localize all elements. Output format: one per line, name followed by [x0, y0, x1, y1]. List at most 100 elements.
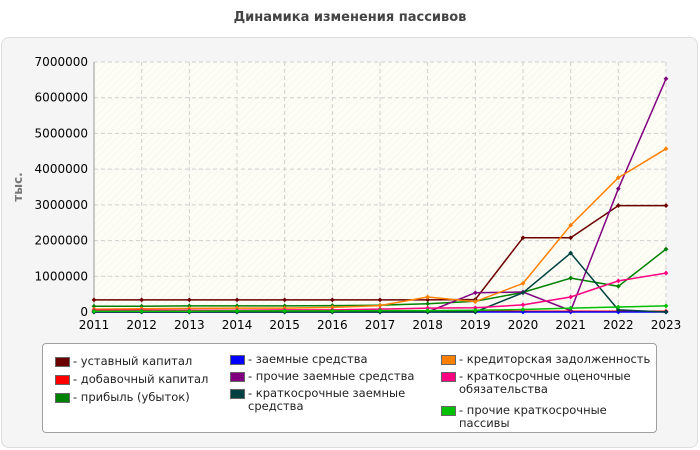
- y-tick-label: 1000000: [35, 269, 88, 283]
- data-point-8: [615, 304, 621, 310]
- data-point-2: [568, 275, 574, 281]
- legend-swatch: [230, 372, 245, 382]
- data-point-2: [186, 303, 192, 309]
- legend-label: - краткосрочные оценочные обязательства: [459, 369, 631, 396]
- chart-title: Динамика изменения пассивов: [233, 10, 467, 25]
- data-point-0: [329, 297, 335, 303]
- data-point-5: [615, 307, 621, 313]
- data-point-6: [520, 281, 526, 286]
- legend-swatch: [230, 355, 245, 365]
- x-tick-label: 2011: [79, 318, 110, 332]
- data-point-0: [520, 235, 526, 241]
- legend-item: - прибыль (убыток): [55, 391, 190, 404]
- data-point-7: [615, 278, 621, 284]
- data-point-4: [568, 308, 574, 313]
- data-point-4: [472, 290, 478, 296]
- data-point-7: [568, 294, 574, 300]
- legend-label: - прочие заемные средства: [248, 369, 415, 383]
- legend-swatch: [55, 393, 70, 403]
- x-tick-label: 2016: [317, 318, 348, 332]
- data-point-0: [234, 297, 240, 303]
- x-tick-label: 2021: [555, 318, 586, 332]
- data-point-5: [663, 309, 669, 315]
- legend-label: - прочие краткосрочные пассивы: [459, 403, 607, 430]
- legend-item: - уставный капитал: [55, 355, 192, 368]
- data-point-8: [91, 308, 97, 314]
- data-point-8: [186, 308, 192, 314]
- data-point-0: [186, 297, 192, 303]
- data-point-2: [615, 283, 621, 289]
- data-point-0: [663, 203, 669, 208]
- data-point-8: [425, 308, 431, 313]
- legend-label: - добавочный капитал: [73, 372, 209, 386]
- data-point-7: [663, 270, 669, 276]
- legend-item: - краткосрочные оценочные обязательства: [441, 370, 631, 396]
- y-tick-label: 0: [80, 305, 88, 319]
- data-point-6: [615, 175, 621, 181]
- legend-swatch: [55, 375, 70, 385]
- data-point-2: [425, 301, 431, 307]
- legend-item: - заемные средства: [230, 353, 368, 366]
- data-point-6: [472, 299, 478, 305]
- data-point-7: [425, 305, 431, 311]
- data-point-6: [425, 294, 431, 300]
- x-tick-label: 2019: [460, 318, 491, 332]
- data-point-8: [282, 308, 288, 314]
- data-point-6: [377, 303, 383, 308]
- legend-label: - прибыль (убыток): [73, 390, 190, 404]
- data-point-7: [520, 302, 526, 308]
- legend-swatch: [55, 357, 70, 367]
- data-point-2: [91, 303, 97, 309]
- data-point-0: [91, 297, 97, 303]
- data-point-8: [472, 307, 478, 313]
- data-point-8: [139, 308, 145, 314]
- data-point-0: [282, 297, 288, 303]
- x-tick-label: 2015: [269, 318, 300, 332]
- data-point-0: [425, 297, 431, 303]
- x-tick-label: 2012: [126, 318, 157, 332]
- data-point-0: [615, 203, 621, 208]
- data-point-5: [568, 250, 574, 256]
- legend-swatch: [230, 389, 245, 399]
- legend-item: - кредиторская задолженность: [441, 353, 650, 366]
- legend-label: - уставный капитал: [73, 354, 193, 368]
- y-tick-label: 2000000: [35, 234, 88, 248]
- legend-item: - прочие краткосрочные пассивы: [441, 404, 607, 430]
- data-point-8: [329, 308, 335, 314]
- y-tick-label: 7000000: [35, 55, 88, 69]
- data-point-8: [234, 308, 240, 314]
- data-point-8: [568, 305, 574, 311]
- legend-swatch: [441, 372, 456, 382]
- data-point-0: [139, 297, 145, 303]
- data-point-6: [663, 146, 669, 152]
- legend-item: - краткосрочные заемные средства: [230, 387, 405, 413]
- x-tick-label: 2022: [603, 318, 634, 332]
- y-tick-label: 3000000: [35, 198, 88, 212]
- plot-hatch: [94, 62, 666, 312]
- y-tick-label: 5000000: [35, 126, 88, 140]
- y-tick-label: 6000000: [35, 91, 88, 105]
- x-tick-label: 2013: [174, 318, 205, 332]
- data-point-8: [663, 303, 669, 309]
- data-point-3: [520, 309, 526, 315]
- data-point-6: [329, 304, 335, 310]
- legend-label: - заемные средства: [248, 352, 368, 366]
- x-tick-label: 2020: [508, 318, 539, 332]
- y-axis-label: тыс.: [11, 172, 25, 201]
- y-tick-label: 4000000: [35, 162, 88, 176]
- data-point-2: [663, 246, 669, 252]
- x-tick-label: 2014: [222, 318, 253, 332]
- legend-item: - прочие заемные средства: [230, 370, 414, 383]
- data-point-0: [568, 235, 574, 241]
- data-point-4: [663, 76, 669, 82]
- data-point-7: [472, 305, 478, 311]
- data-point-8: [520, 307, 526, 312]
- x-tick-label: 2023: [651, 318, 682, 332]
- x-tick-label: 2018: [412, 318, 443, 332]
- data-point-6: [568, 222, 574, 228]
- legend-swatch: [441, 406, 456, 416]
- legend-label: - кредиторская задолженность: [459, 352, 651, 366]
- legend-label: - краткосрочные заемные средства: [248, 386, 406, 413]
- data-point-5: [520, 290, 526, 296]
